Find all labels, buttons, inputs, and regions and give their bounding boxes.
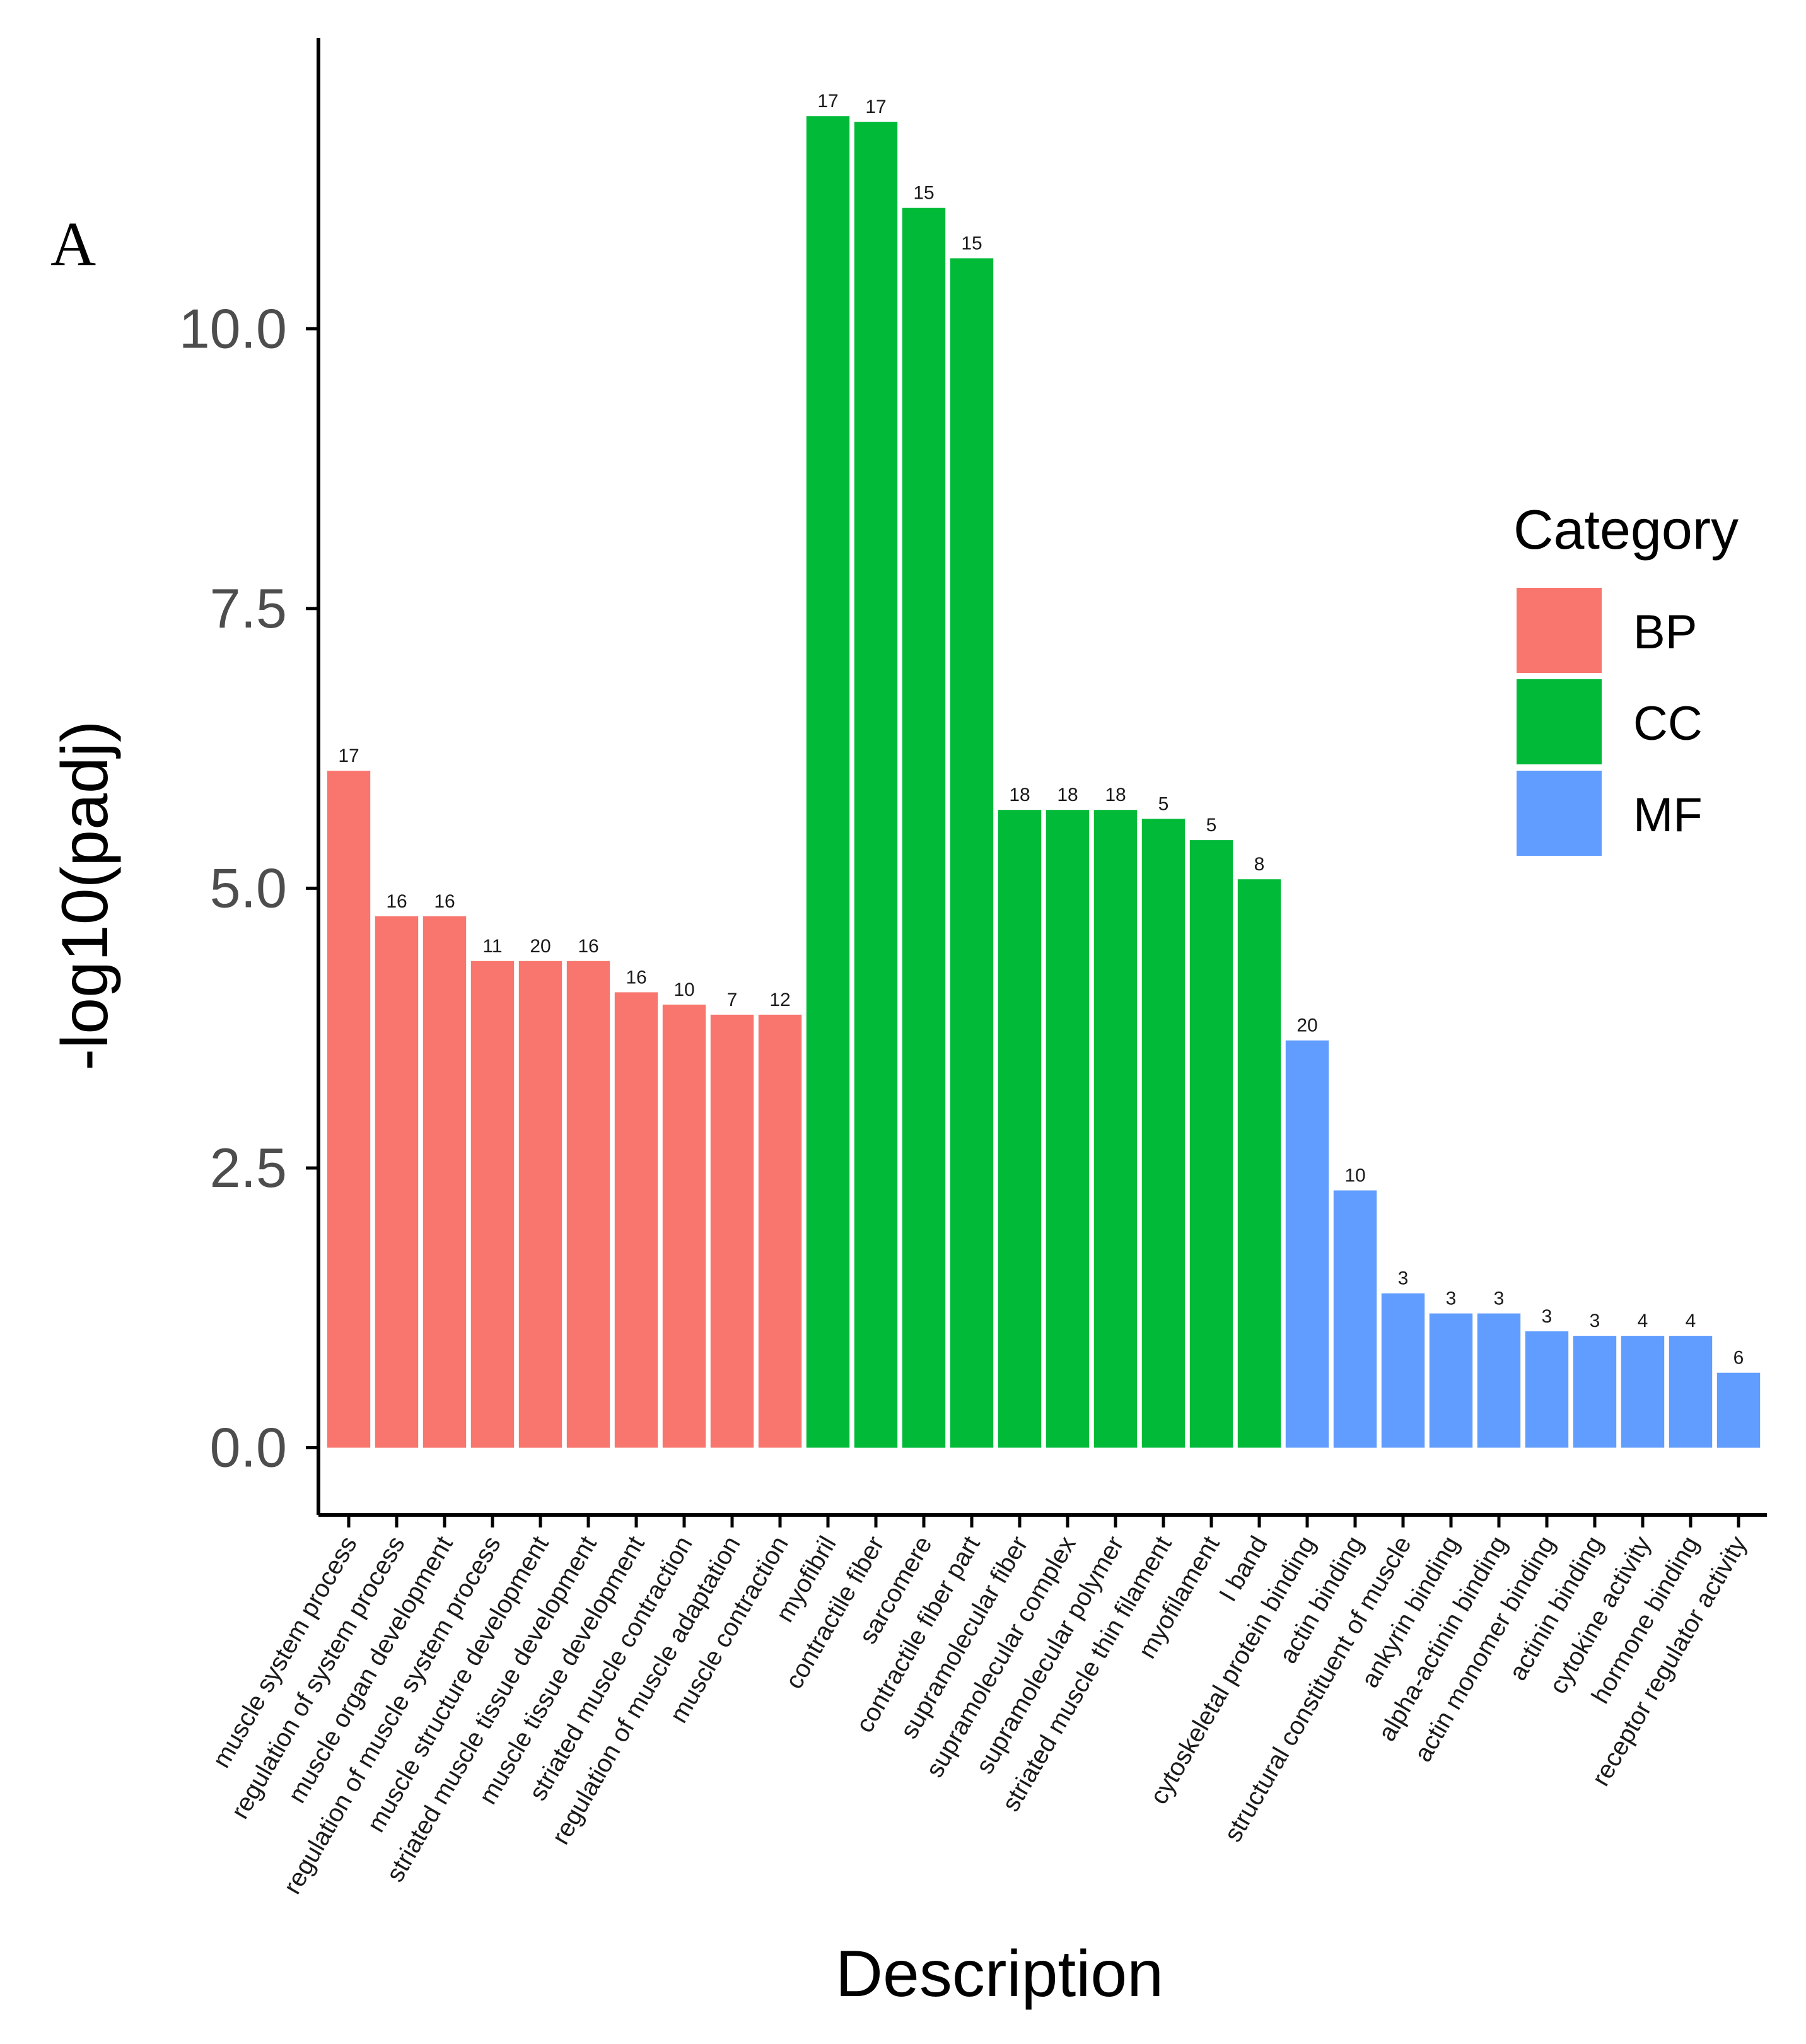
bar-2	[375, 916, 419, 1448]
bar-11	[806, 116, 850, 1448]
x-axis-title: Description	[836, 1937, 1163, 2011]
bars-group	[327, 116, 1761, 1448]
bar-27	[1573, 1336, 1617, 1448]
legend-swatch-mf	[1517, 771, 1602, 856]
y-tick-label: 5.0	[210, 856, 287, 919]
bar-count-label: 17	[338, 745, 359, 766]
bar-count-label: 10	[673, 979, 694, 1000]
bar-24	[1429, 1313, 1473, 1448]
legend: Category BP CC MF	[1513, 498, 1739, 856]
bar-17	[1093, 810, 1138, 1448]
bar-count-label: 3	[1446, 1288, 1457, 1309]
bar-count-label: 17	[817, 91, 838, 112]
bar-count-label: 20	[1296, 1015, 1317, 1036]
bar-29	[1669, 1336, 1713, 1448]
y-axis-title: -log10(padj)	[49, 721, 122, 1071]
bar-count-label: 4	[1686, 1311, 1696, 1331]
bar-count-label: 17	[865, 96, 886, 117]
bar-count-label: 16	[626, 967, 646, 988]
bar-count-label: 18	[1057, 785, 1078, 805]
bar-28	[1621, 1336, 1665, 1448]
y-axis-ticks: 0.0 2.5 5.0 7.5 10.0	[179, 297, 318, 1479]
y-tick-label: 0.0	[210, 1416, 287, 1479]
bar-18	[1141, 819, 1186, 1448]
x-axis-ticks	[347, 1515, 1740, 1527]
bar-count-label: 16	[578, 936, 598, 957]
bar-count-label: 8	[1254, 854, 1265, 875]
bar-19	[1189, 840, 1233, 1448]
bar-count-label: 3	[1590, 1311, 1600, 1331]
bar-count-label: 12	[769, 990, 790, 1010]
bar-7	[614, 992, 658, 1448]
bar-26	[1525, 1331, 1569, 1448]
legend-label-bp: BP	[1633, 605, 1697, 659]
bar-3	[422, 916, 467, 1448]
bar-25	[1477, 1313, 1521, 1448]
bar-count-label: 16	[386, 891, 407, 912]
bar-12	[854, 122, 898, 1448]
bar-count-label: 3	[1398, 1268, 1409, 1289]
bar-count-label: 3	[1542, 1306, 1553, 1327]
bar-count-label: 15	[913, 183, 934, 204]
y-tick-label: 2.5	[210, 1136, 287, 1199]
y-tick-label: 7.5	[210, 577, 287, 639]
bar-21	[1285, 1040, 1329, 1448]
bar-13	[902, 207, 946, 1448]
legend-title: Category	[1513, 498, 1739, 561]
legend-swatch-cc	[1517, 679, 1602, 764]
bar-count-label: 7	[727, 990, 738, 1010]
bar-9	[710, 1014, 754, 1448]
legend-label-mf: MF	[1633, 788, 1703, 842]
bar-count-label: 10	[1344, 1165, 1365, 1186]
bar-count-label: 5	[1158, 793, 1169, 814]
bar-count-label: 4	[1638, 1311, 1648, 1331]
bar-count-label: 18	[1105, 785, 1126, 805]
bar-8	[662, 1004, 706, 1448]
bar-count-label: 18	[1009, 785, 1030, 805]
bar-10	[758, 1014, 802, 1448]
bar-count-label: 15	[961, 233, 982, 254]
legend-label-cc: CC	[1633, 697, 1703, 750]
bar-1	[327, 771, 371, 1448]
bar-count-labels: 17 16 16 11 20 16 16 10 7 12 17 17 15 15 18 18 18 5 5 8 20 10…	[338, 91, 1744, 1369]
panel-label: A	[50, 209, 96, 279]
bar-16	[1046, 810, 1090, 1448]
bar-22	[1333, 1190, 1377, 1448]
bar-14	[950, 258, 994, 1448]
bar-23	[1381, 1293, 1425, 1448]
legend-swatch-bp	[1517, 588, 1602, 673]
bar-6	[566, 961, 610, 1448]
bar-5	[518, 961, 562, 1448]
bar-count-label: 6	[1733, 1348, 1744, 1369]
bar-count-label: 16	[434, 891, 455, 912]
y-tick-label: 10.0	[179, 297, 287, 359]
bar-count-label: 11	[482, 936, 502, 957]
bar-15	[998, 810, 1042, 1448]
bar-30	[1716, 1372, 1761, 1448]
bar-count-label: 3	[1494, 1288, 1505, 1309]
bar-20	[1237, 879, 1281, 1448]
bar-4	[470, 961, 515, 1448]
bar-count-label: 20	[530, 936, 551, 957]
bar-count-label: 5	[1206, 815, 1217, 836]
